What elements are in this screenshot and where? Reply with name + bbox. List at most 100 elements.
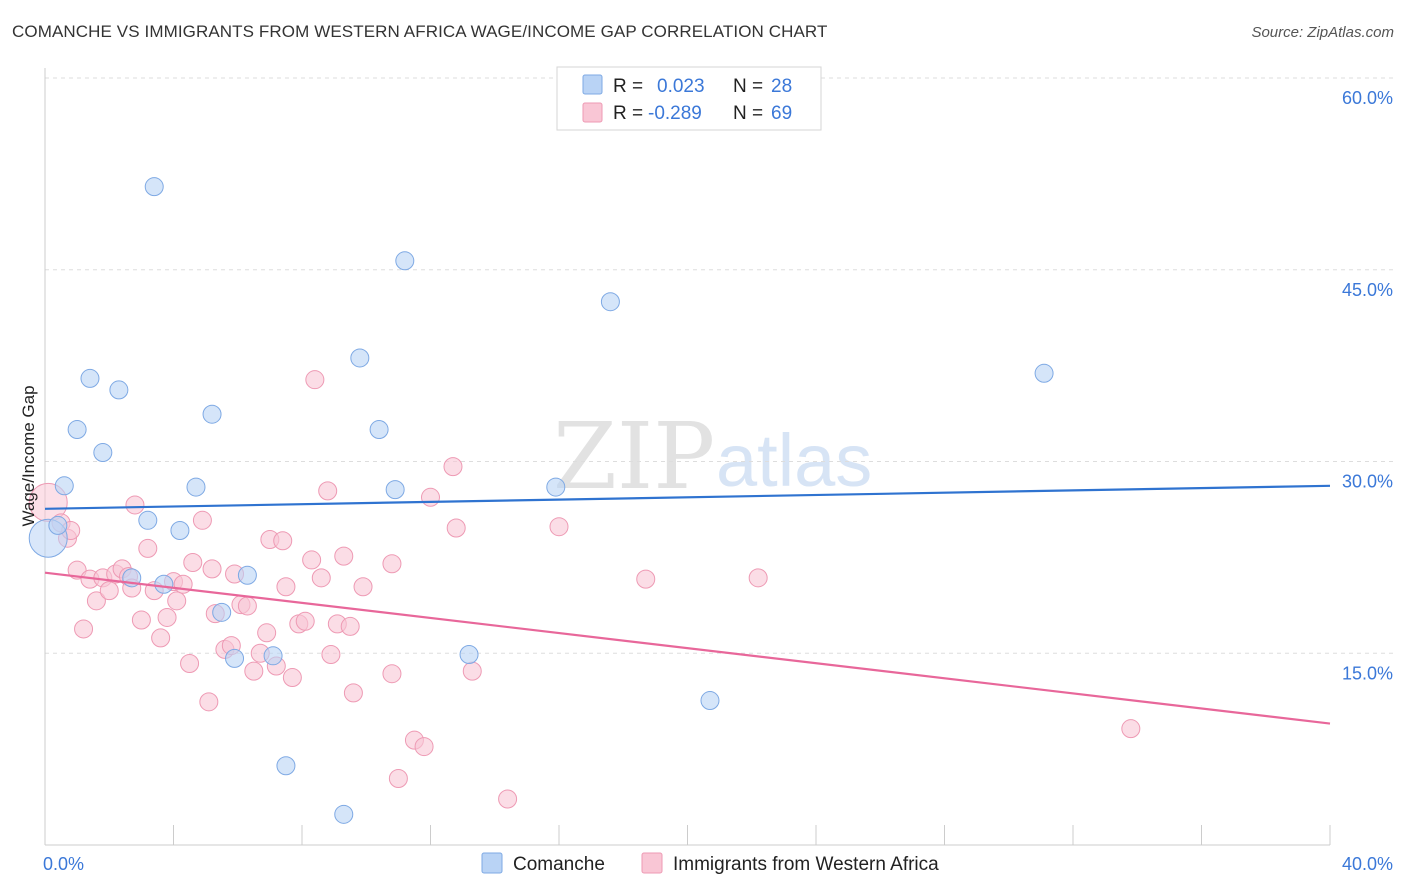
data-point-immigrants [138,538,158,558]
data-points [28,177,1141,824]
data-point-immigrants [305,370,325,390]
data-point-immigrants [74,619,94,639]
stats-legend-r-value: 0.023 [657,76,705,97]
stats-legend-r-value: -0.289 [648,103,702,124]
data-point-immigrants [421,487,440,507]
stats-legend-r-label: R = [613,76,643,97]
y-axis-title: Wage/Income Gap [19,385,38,526]
stats-legend-n-label: N = [733,76,763,97]
data-point-comanche [48,515,68,535]
stats-legend-n-label: N = [733,103,763,124]
bottom-legend: Comanche Immigrants from Western Africa [481,852,939,875]
data-point-immigrants [244,661,264,681]
data-point-immigrants [414,737,434,757]
data-point-comanche [350,348,370,368]
data-point-immigrants [192,510,212,530]
data-point-comanche [54,476,74,496]
data-point-immigrants [311,568,331,588]
data-point-immigrants [446,518,466,538]
x-tick-label: 40.0% [1342,854,1393,874]
data-point-immigrants [167,591,187,611]
data-point-comanche [154,574,174,594]
data-point-comanche [276,756,296,776]
data-point-comanche [700,691,720,711]
data-point-immigrants [183,552,203,572]
data-point-immigrants [549,517,569,537]
stats-legend-n-value: 28 [771,76,792,97]
data-point-comanche [138,510,158,530]
source-label: Source: ZipAtlas.com [1251,24,1394,41]
data-point-immigrants [321,645,341,665]
x-tick-label: 0.0% [43,854,84,874]
data-point-immigrants [353,577,373,597]
trend-line-immigrants [44,571,1331,725]
data-point-immigrants [302,550,322,570]
stats-legend: R = 0.023 N = 28 R = -0.289 N = 69 [556,66,822,131]
data-point-immigrants [125,495,145,515]
data-point-immigrants [151,628,171,648]
data-point-immigrants [257,623,277,643]
watermark-zip: ZIP [553,403,715,510]
stats-legend-swatch-comanche [582,74,603,95]
data-point-comanche [385,480,405,500]
data-point-comanche [144,177,164,197]
data-point-immigrants [295,611,315,631]
legend-swatch-comanche [481,852,503,874]
stats-legend-r-label: R = [613,103,643,124]
data-point-comanche [334,804,354,824]
y-tick-label: 15.0% [1342,663,1393,683]
trend-line-comanche [44,484,1331,510]
data-point-comanche [546,477,566,497]
data-point-comanche [212,602,232,622]
watermark-atlas: atlas [716,419,872,502]
data-point-comanche [369,420,389,440]
data-point-comanche [109,380,129,400]
data-point-immigrants [180,653,200,673]
data-point-comanche [93,443,113,463]
data-point-immigrants [388,769,408,789]
data-point-comanche [225,648,245,668]
data-point-comanche [186,477,206,497]
y-tick-label: 30.0% [1342,472,1393,492]
axes: 0.0% 40.0% [43,68,1393,874]
data-point-immigrants [237,596,257,616]
y-tick-label: 60.0% [1342,88,1393,108]
stats-legend-n-value: 69 [771,103,792,124]
stats-legend-swatch-immigrants [582,102,603,123]
data-point-comanche [67,420,87,440]
data-point-comanche [600,292,620,312]
data-point-immigrants [86,591,106,611]
legend-swatch-immigrants [641,852,663,874]
data-point-comanche [202,404,222,424]
data-point-immigrants [340,616,360,636]
data-point-immigrants [199,692,219,712]
data-point-immigrants [748,568,768,588]
data-point-immigrants [462,661,482,681]
watermark: ZIP atlas [553,403,872,510]
data-point-comanche [263,646,283,666]
data-point-immigrants [99,581,119,601]
data-point-immigrants [202,559,222,579]
data-point-comanche [80,368,100,388]
data-point-comanche [1034,363,1054,383]
data-point-immigrants [443,457,463,477]
data-point-immigrants [334,546,354,566]
chart-title: COMANCHE VS IMMIGRANTS FROM WESTERN AFRI… [12,22,828,41]
data-point-immigrants [1121,719,1141,739]
data-point-comanche [395,251,415,271]
legend-label-comanche: Comanche [513,854,605,875]
data-point-immigrants [318,481,338,501]
trend-lines [44,484,1331,725]
data-point-immigrants [273,531,293,551]
data-point-immigrants [382,664,402,684]
data-point-comanche [459,645,479,665]
legend-label-immigrants: Immigrants from Western Africa [673,854,939,875]
data-point-immigrants [282,668,302,688]
data-point-immigrants [382,554,402,574]
data-point-comanche [237,565,257,585]
grid: 15.0% 30.0% 45.0% 60.0% [45,77,1393,683]
data-point-immigrants [131,610,151,630]
data-point-comanche [170,521,190,541]
y-tick-label: 45.0% [1342,280,1393,300]
